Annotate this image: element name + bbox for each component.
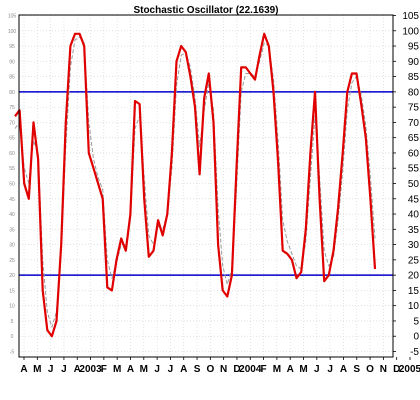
y-tick-label-faint: 75	[9, 105, 15, 111]
y-tick-label: 65	[408, 133, 420, 144]
x-tick-label: D	[233, 364, 240, 375]
y-tick-label: 15	[408, 286, 420, 297]
y-tick-label-faint: 105	[8, 14, 17, 20]
x-tick-label: J	[154, 364, 160, 375]
x-tick-label: M	[273, 364, 281, 375]
x-tick-label: F	[261, 364, 267, 375]
y-tick-label-faint: 65	[9, 136, 15, 142]
y-tick-label: 90	[408, 57, 420, 68]
x-tick-label: 2005	[399, 364, 420, 375]
y-tick-label: 95	[408, 42, 420, 53]
y-tick-label: 100	[402, 26, 419, 37]
x-tick-label: A	[74, 364, 81, 375]
y-tick-label-faint: 85	[9, 75, 15, 81]
y-tick-label-faint: 55	[9, 166, 15, 172]
y-tick-label: 75	[408, 103, 420, 114]
x-tick-label: A	[127, 364, 134, 375]
y-tick-label: 35	[408, 225, 420, 236]
x-tick-label: M	[113, 364, 121, 375]
y-tick-label: 5	[413, 316, 419, 327]
y-tick-label: 80	[408, 87, 420, 98]
y-tick-label-faint: 15	[9, 288, 15, 294]
y-tick-label: 40	[408, 210, 420, 221]
y-tick-label-faint: 0	[11, 334, 14, 340]
y-tick-label-faint: 35	[9, 227, 15, 233]
y-tick-label-faint: 45	[9, 197, 15, 203]
x-tick-label: N	[220, 364, 227, 375]
y-tick-label-faint: 5	[11, 319, 14, 325]
y-tick-label: 0	[413, 332, 419, 343]
x-tick-label: M	[33, 364, 41, 375]
x-tick-label: J	[61, 364, 67, 375]
y-tick-label-faint: 80	[9, 90, 15, 96]
x-tick-label: J	[168, 364, 174, 375]
right-y-axis: -5 0 5 10 15 20 25 30 35 40 45 50 55 60 65 70 75 80 85 90 95…	[393, 11, 419, 358]
y-tick-label-faint: 70	[9, 120, 15, 126]
x-tick-label: S	[194, 364, 201, 375]
x-tick-label: M	[299, 364, 307, 375]
y-tick-label-faint: 40	[9, 212, 15, 218]
series-group	[14, 32, 377, 338]
y-tick-label-faint: -5	[10, 350, 15, 356]
y-tick-label: 20	[408, 271, 420, 282]
grid	[19, 15, 393, 357]
x-tick-label: O	[366, 364, 374, 375]
x-tick-label: N	[380, 364, 387, 375]
x-tick-label: M	[140, 364, 148, 375]
x-tick-label: A	[20, 364, 27, 375]
y-tick-label: 70	[408, 118, 420, 129]
y-tick-label: 45	[408, 194, 420, 205]
y-tick-label: 10	[408, 301, 420, 312]
series-main-line	[14, 32, 377, 338]
x-tick-label: J	[314, 364, 320, 375]
y-tick-label-faint: 90	[9, 59, 15, 65]
y-tick-label: 55	[408, 164, 420, 175]
y-tick-label-faint: 50	[9, 182, 15, 188]
y-tick-label-faint: 100	[8, 29, 17, 35]
plot-frame	[18, 14, 394, 358]
y-tick-label: 85	[408, 72, 420, 83]
y-tick-label: 30	[408, 240, 420, 251]
y-tick-label-faint: 60	[9, 151, 15, 157]
y-tick-label-faint: 95	[9, 44, 15, 50]
x-tick-label: A	[180, 364, 187, 375]
x-tick-label: F	[101, 364, 107, 375]
y-tick-label: -5	[410, 347, 419, 358]
y-tick-label-faint: 25	[9, 258, 15, 264]
x-tick-label: A	[287, 364, 294, 375]
x-tick-label: J	[327, 364, 333, 375]
x-tick-label: O	[206, 364, 214, 375]
y-tick-label: 60	[408, 148, 420, 159]
y-tick-label-faint: 10	[9, 304, 15, 310]
chart-title: Stochastic Oscillator (22.1639)	[133, 5, 278, 16]
y-tick-label: 105	[402, 11, 419, 22]
x-tick-label: 2003	[79, 364, 102, 375]
y-tick-label: 25	[408, 255, 420, 266]
x-tick-label: J	[48, 364, 54, 375]
x-tick-label: S	[353, 364, 360, 375]
left-y-axis: -5 0 5 10 15 20 25 30 35 40 45 50 55 60 65 70 75 80 85 90 95…	[8, 14, 17, 356]
y-tick-label: 50	[408, 179, 420, 190]
x-tick-label: 2004	[239, 364, 262, 375]
y-tick-label-faint: 20	[9, 273, 15, 279]
y-tick-label-faint: 30	[9, 243, 15, 249]
x-tick-label: D	[393, 364, 400, 375]
x-tick-label: A	[340, 364, 347, 375]
